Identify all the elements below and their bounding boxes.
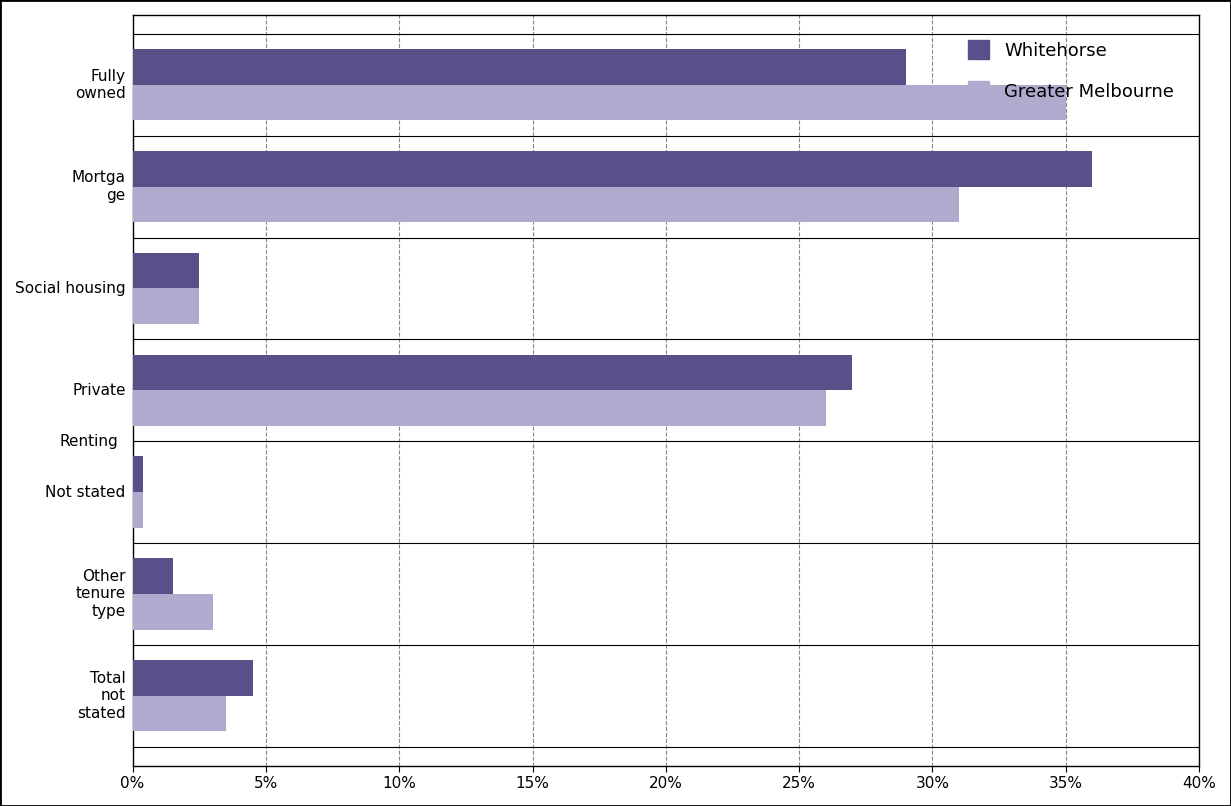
Bar (133, 49, 906, 85)
Text: Renting: Renting (60, 434, 118, 449)
Legend: Whitehorse, Greater Melbourne: Whitehorse, Greater Melbourne (960, 33, 1181, 108)
Bar (133, 187, 959, 222)
Bar (133, 151, 1092, 187)
Bar (133, 559, 172, 594)
Bar (133, 660, 252, 696)
Bar (133, 594, 213, 629)
Bar (133, 85, 1066, 120)
Bar (133, 456, 143, 492)
Bar (133, 492, 143, 528)
Bar (133, 253, 199, 289)
Bar (133, 355, 852, 390)
Bar (133, 390, 826, 426)
Bar (133, 696, 225, 732)
Bar (133, 289, 199, 324)
